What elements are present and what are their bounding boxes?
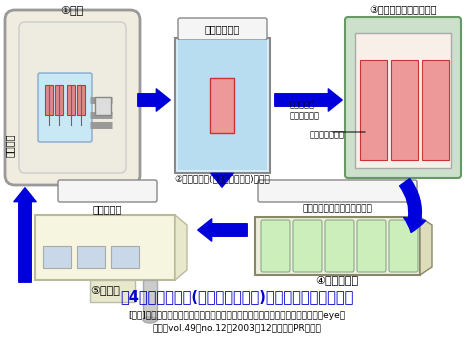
Bar [45, 85, 53, 115]
Text: 再処理工場: 再処理工場 [92, 204, 122, 214]
Bar [178, 40, 267, 170]
Ellipse shape [143, 317, 157, 323]
Bar [422, 60, 449, 160]
FancyBboxPatch shape [58, 180, 157, 202]
Bar [143, 280, 157, 320]
Bar [210, 78, 234, 133]
Bar [55, 85, 63, 115]
Bar [255, 217, 420, 275]
FancyBboxPatch shape [258, 180, 417, 202]
FancyBboxPatch shape [293, 220, 322, 272]
Text: 図4　使用済燃料(リサイクル燃料)の備蓄と再処理の流れ: 図4 使用済燃料(リサイクル燃料)の備蓄と再処理の流れ [120, 289, 354, 305]
FancyBboxPatch shape [19, 22, 126, 173]
FancyBboxPatch shape [357, 220, 386, 272]
FancyBboxPatch shape [325, 220, 354, 272]
Text: vol.49、no.12（2003年12月号）、PRページ: vol.49、no.12（2003年12月号）、PRページ [153, 323, 321, 333]
Bar [95, 97, 111, 115]
Bar [175, 38, 270, 173]
Text: ②使用済燃料(リサイクル燃料)の冷却: ②使用済燃料(リサイクル燃料)の冷却 [174, 174, 270, 183]
Polygon shape [175, 215, 187, 280]
Text: ④安全に貯蔵: ④安全に貯蔵 [315, 275, 358, 285]
Text: リサイクル燃料備蓄センター: リサイクル燃料備蓄センター [302, 204, 372, 213]
Text: 原子力発電所: 原子力発電所 [204, 24, 240, 34]
Bar [77, 246, 105, 268]
Text: リサイクル燃料: リサイクル燃料 [310, 130, 345, 139]
FancyBboxPatch shape [345, 17, 461, 178]
Bar [77, 85, 85, 115]
FancyBboxPatch shape [38, 73, 92, 142]
Bar [67, 85, 75, 115]
Text: [出典]動き出したリサイクル燃料備蓄センター－東京電力の取り組み－、原子力eye、: [出典]動き出したリサイクル燃料備蓄センター－東京電力の取り組み－、原子力eye… [128, 311, 346, 321]
Bar [391, 60, 418, 160]
Text: ①発電: ①発電 [60, 5, 83, 15]
Bar [90, 280, 135, 302]
Text: 再び利用: 再び利用 [5, 133, 15, 157]
Polygon shape [420, 217, 432, 275]
FancyBboxPatch shape [389, 220, 418, 272]
Bar [111, 246, 139, 268]
Bar [360, 60, 387, 160]
Text: ⑤再処理: ⑤再処理 [90, 285, 120, 295]
FancyBboxPatch shape [261, 220, 290, 272]
Bar [43, 246, 71, 268]
Text: ③金属キャスクへの密封: ③金属キャスクへの密封 [369, 5, 437, 15]
Text: 発電所内の
プールで冷却: 発電所内の プールで冷却 [290, 100, 320, 121]
FancyBboxPatch shape [5, 10, 140, 185]
FancyBboxPatch shape [178, 18, 267, 40]
Bar [355, 33, 451, 168]
Bar [35, 215, 175, 280]
